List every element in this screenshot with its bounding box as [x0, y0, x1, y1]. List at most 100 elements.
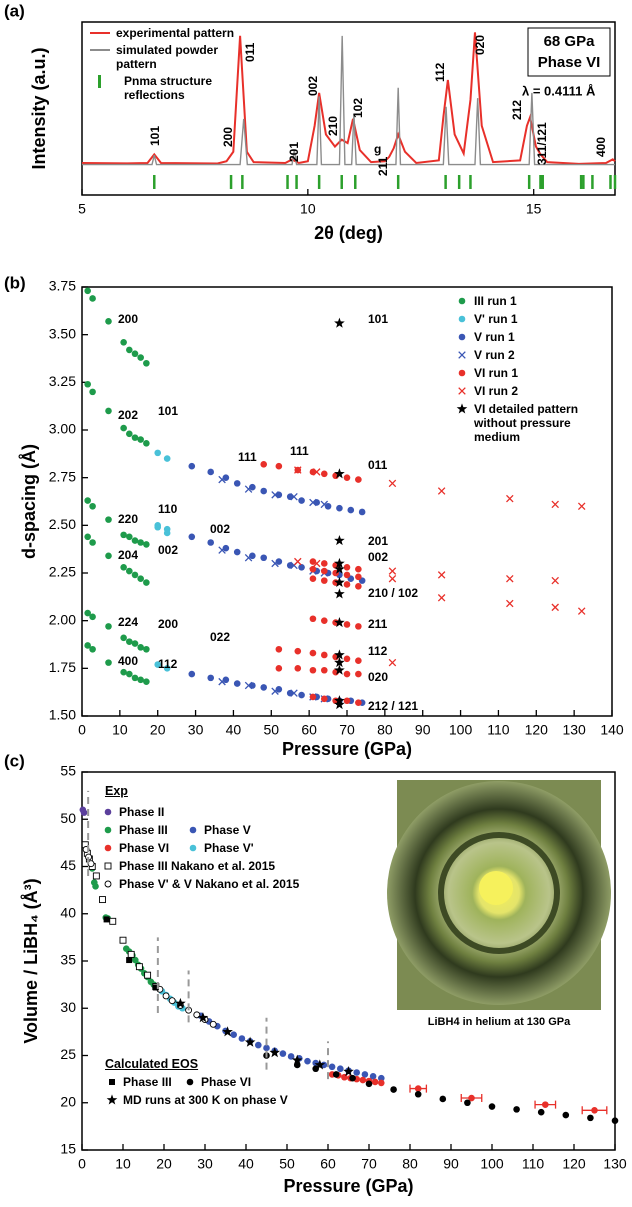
y-tick-label: 3.75	[49, 278, 76, 294]
data-point	[275, 558, 283, 565]
data-point	[361, 1071, 369, 1078]
x-tick-label: 40	[226, 722, 242, 738]
peak-label: 210	[326, 116, 340, 136]
data-point	[279, 1050, 287, 1057]
data-point	[320, 666, 328, 674]
data-point	[271, 559, 279, 568]
data-point	[506, 599, 514, 608]
reflection-label: 202	[118, 408, 138, 422]
wavelength: λ = 0.4111 Å	[522, 83, 596, 98]
data-point	[537, 1108, 545, 1116]
legend-label: VI run 2	[474, 384, 519, 398]
data-point	[197, 1012, 209, 1023]
condition-text: Phase VI	[538, 54, 601, 71]
data-point	[355, 670, 362, 678]
x-tick-label: 0	[78, 722, 86, 738]
data-point	[343, 474, 351, 481]
data-point	[334, 664, 345, 675]
data-point	[488, 1103, 496, 1110]
x-tick-label: 50	[263, 722, 279, 738]
legend-swatch	[90, 32, 110, 34]
data-point	[371, 1078, 379, 1086]
data-point	[137, 575, 144, 583]
data-point	[249, 483, 256, 491]
data-point	[334, 563, 345, 574]
y-tick-label: 45	[60, 857, 76, 873]
data-point	[355, 657, 362, 665]
data-point	[244, 681, 253, 690]
y-tick-label: 3.00	[49, 421, 76, 437]
data-point	[109, 917, 117, 925]
data-point	[233, 680, 241, 687]
data-point	[269, 1047, 281, 1058]
data-point	[336, 504, 343, 512]
y-tick-label: 2.25	[49, 564, 76, 580]
data-point	[218, 475, 226, 484]
data-point	[126, 638, 133, 645]
data-point	[464, 1099, 471, 1107]
data-point	[137, 436, 144, 443]
legend-label: Phase III Nakano et al. 2015	[119, 859, 276, 873]
data-point	[207, 468, 215, 476]
legend-marker	[104, 862, 112, 870]
peak-label: 211	[376, 156, 390, 176]
data-point	[260, 487, 268, 495]
data-point	[188, 462, 196, 470]
reflection-label: 224	[118, 615, 138, 629]
data-point	[312, 468, 321, 476]
data-point	[309, 649, 317, 657]
data-point	[414, 1090, 422, 1098]
data-point	[304, 1057, 311, 1065]
reflection-label: 101	[368, 312, 388, 326]
data-point	[120, 634, 127, 642]
x-tick-label: 130	[603, 1156, 627, 1172]
legend-label: V run 2	[474, 348, 515, 362]
data-point	[320, 651, 328, 659]
legend-item: simulated powder pattern	[90, 43, 240, 71]
data-point	[309, 498, 317, 507]
x-tick-label: 70	[361, 1156, 377, 1172]
data-point	[334, 657, 345, 668]
x-tick-label: 30	[197, 1156, 213, 1172]
data-point	[137, 644, 144, 651]
legend-swatch	[90, 49, 110, 51]
data-point	[105, 407, 112, 415]
pattern-line	[82, 35, 615, 166]
x-tick-label: 80	[402, 1156, 418, 1172]
photo-sample	[479, 871, 513, 905]
y-tick-label: 1.50	[49, 707, 76, 723]
data-point	[89, 388, 96, 396]
legend-label: Phase V	[204, 823, 251, 837]
data-point	[207, 539, 215, 546]
data-point	[369, 1072, 377, 1080]
data-point	[388, 479, 397, 488]
data-point	[103, 916, 110, 923]
data-point	[126, 957, 133, 964]
data-point	[89, 539, 96, 546]
data-point	[275, 665, 283, 672]
data-point	[209, 1020, 217, 1028]
data-point	[105, 318, 112, 325]
data-point	[105, 552, 112, 560]
x-tick-label: 120	[562, 1156, 586, 1172]
data-point	[131, 434, 139, 441]
data-point	[343, 563, 351, 571]
x-tick-label: 120	[525, 722, 549, 738]
reflection-label: 011	[368, 458, 388, 472]
data-point	[298, 691, 305, 699]
data-point	[378, 1074, 385, 1082]
legend-label: Phase VI	[119, 841, 170, 855]
peak-label: 101	[148, 126, 162, 146]
data-point	[163, 665, 171, 672]
data-point	[291, 1054, 303, 1065]
data-point	[334, 698, 345, 710]
data-point	[298, 563, 305, 571]
data-point	[120, 563, 127, 571]
legend-marker	[458, 387, 466, 395]
data-point	[294, 557, 302, 566]
data-point	[132, 956, 139, 964]
y-tick-label: 3.25	[49, 373, 76, 389]
legend-swatch	[98, 75, 101, 88]
legend-heading: Calculated EOS	[105, 1057, 199, 1071]
data-point	[349, 1074, 356, 1082]
